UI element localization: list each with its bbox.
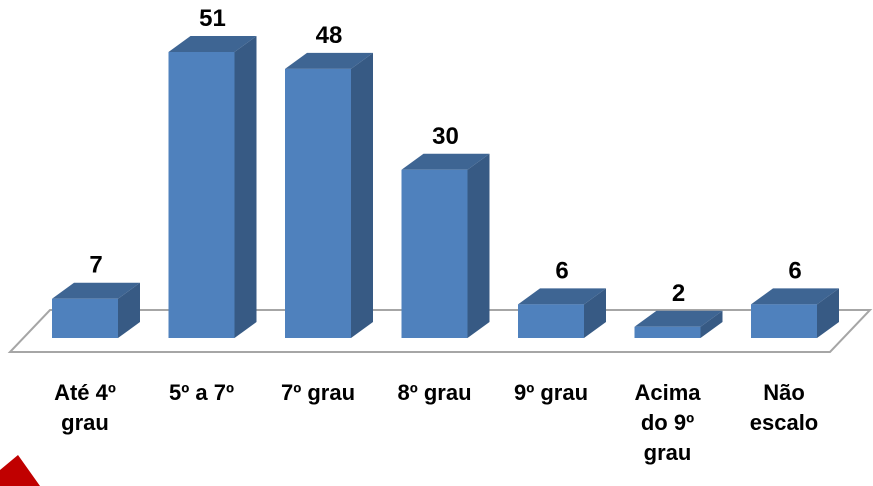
bar-top <box>518 288 606 305</box>
x-tick-label: 5º a 7º <box>168 380 234 405</box>
data-label: 30 <box>432 123 459 150</box>
bar <box>634 310 723 338</box>
bar <box>518 288 606 338</box>
bar-top <box>401 153 490 170</box>
data-label: 2 <box>672 280 685 307</box>
bar-top <box>168 36 257 52</box>
bar <box>168 36 257 338</box>
bar-top <box>751 288 839 305</box>
bar-front <box>634 326 701 338</box>
x-tick-label: 8º grau <box>397 380 472 405</box>
bar-top <box>52 282 140 299</box>
bar-side <box>467 153 490 338</box>
bar <box>401 153 490 338</box>
bar <box>52 282 140 338</box>
bar-top <box>285 52 373 69</box>
x-tick-label: Acima do 9º grau <box>634 380 701 465</box>
bar-front <box>285 68 351 338</box>
bar-front <box>751 304 817 338</box>
data-label: 51 <box>199 5 226 32</box>
logo <box>0 455 40 486</box>
data-label: 7 <box>89 252 102 279</box>
bar-side <box>584 288 606 338</box>
bar <box>285 52 373 339</box>
x-tick-label: Até 4º grau <box>54 380 116 435</box>
bar-front <box>401 169 468 338</box>
data-label: 6 <box>788 257 801 284</box>
x-tick-label: 9º grau <box>513 380 589 405</box>
bar-front <box>168 52 235 338</box>
bar-side <box>118 282 140 338</box>
bar-side <box>234 36 257 338</box>
bar-side <box>817 288 839 338</box>
bar-top <box>634 310 723 327</box>
data-label: 48 <box>316 22 343 49</box>
x-tick-label: Não escalo <box>749 380 819 435</box>
bar <box>751 288 839 338</box>
x-tick-label: 7º grau <box>280 380 356 405</box>
bar-side <box>351 52 373 339</box>
bar-side <box>700 310 723 338</box>
bar-front <box>518 304 584 338</box>
data-label: 6 <box>555 257 568 284</box>
bar-front <box>52 298 118 338</box>
